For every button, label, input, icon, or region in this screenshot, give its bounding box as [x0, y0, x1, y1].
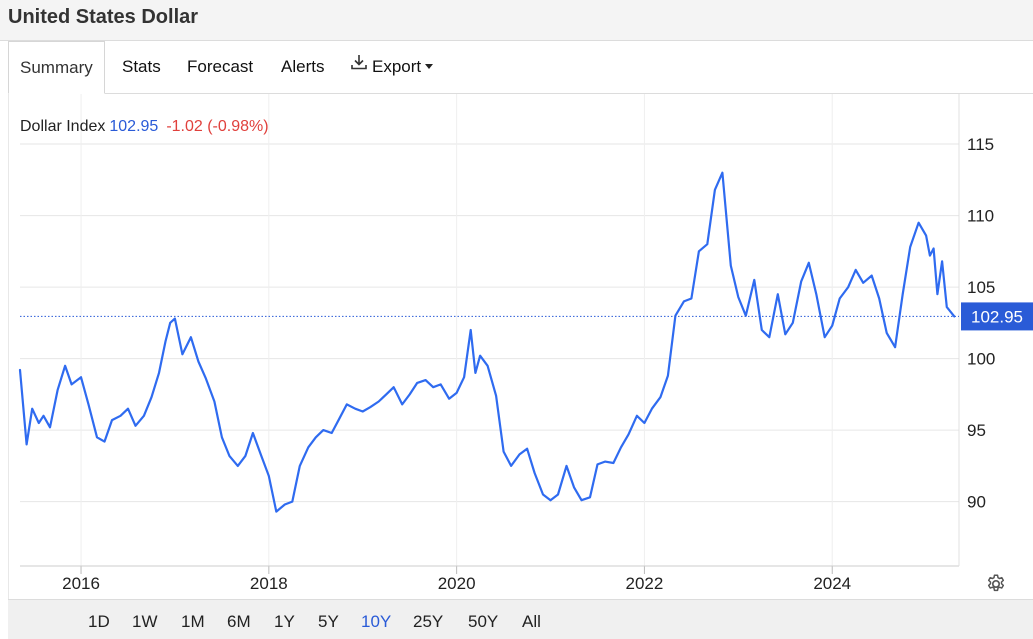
y-tick-label: 105: [967, 278, 995, 297]
series-line: [18, 171, 956, 513]
export-label: Export: [372, 57, 422, 76]
gear-icon[interactable]: [985, 573, 1007, 595]
chart-legend: Dollar Index 102.95 -1.02 (-0.98%): [20, 118, 269, 136]
last-value-label: 102.95: [971, 307, 1023, 326]
x-tick-label: 2020: [438, 574, 476, 593]
page-title: United States Dollar: [8, 6, 199, 28]
tab-forecast[interactable]: Forecast: [187, 57, 254, 76]
range-25y[interactable]: 25Y: [413, 612, 444, 631]
range-50y[interactable]: 50Y: [468, 612, 499, 631]
x-tick-label: 2024: [813, 574, 851, 593]
tab-alerts[interactable]: Alerts: [281, 57, 325, 76]
legend-value: 102.95: [109, 118, 159, 135]
y-tick-label: 95: [967, 421, 986, 440]
y-tick-label: 115: [967, 135, 994, 154]
range-10y[interactable]: 10Y: [361, 612, 392, 631]
range-selector: 1D 1W 1M 6M 1Y 5Y 10Y 25Y 50Y All: [8, 599, 1033, 639]
x-tick-label: 2016: [62, 574, 100, 593]
legend-name: Dollar Index: [20, 118, 106, 135]
dollar-index-chart[interactable]: 90 95 100 105 110 115 2016 2018 2020 2022 2024 102…: [9, 94, 1033, 599]
last-value-marker: 102.95: [20, 302, 1033, 331]
series-lines: [18, 171, 956, 513]
chevron-down-icon: [425, 63, 434, 69]
download-icon: [350, 40, 368, 92]
last-value-box: [961, 302, 1033, 331]
title-bar: United States Dollar: [0, 0, 1033, 41]
range-5y[interactable]: 5Y: [318, 612, 339, 631]
y-tick-label: 90: [967, 493, 986, 512]
tab-export[interactable]: Export: [350, 40, 434, 94]
range-1w[interactable]: 1W: [132, 612, 158, 631]
axes: 90 95 100 105 110 115 2016 2018 2020 2022 2024: [20, 94, 995, 593]
range-1y[interactable]: 1Y: [274, 612, 295, 631]
y-tick-label: 110: [967, 207, 994, 226]
legend-change: -1.02 (-0.98%): [166, 118, 269, 135]
x-tick-label: 2018: [250, 574, 288, 593]
tab-summary[interactable]: Summary: [8, 41, 105, 94]
grid: [20, 94, 959, 566]
range-1d[interactable]: 1D: [88, 612, 110, 631]
y-tick-label: 100: [967, 350, 995, 369]
x-tick-label: 2022: [626, 574, 664, 593]
range-all[interactable]: All: [522, 612, 541, 631]
range-1m[interactable]: 1M: [181, 612, 205, 631]
chart-area[interactable]: 90 95 100 105 110 115 2016 2018 2020 2022 2024 102…: [8, 94, 1033, 599]
tab-bar: Summary Stats Forecast Alerts Export: [8, 41, 1033, 94]
tab-stats[interactable]: Stats: [122, 57, 161, 76]
range-6m[interactable]: 6M: [227, 612, 251, 631]
